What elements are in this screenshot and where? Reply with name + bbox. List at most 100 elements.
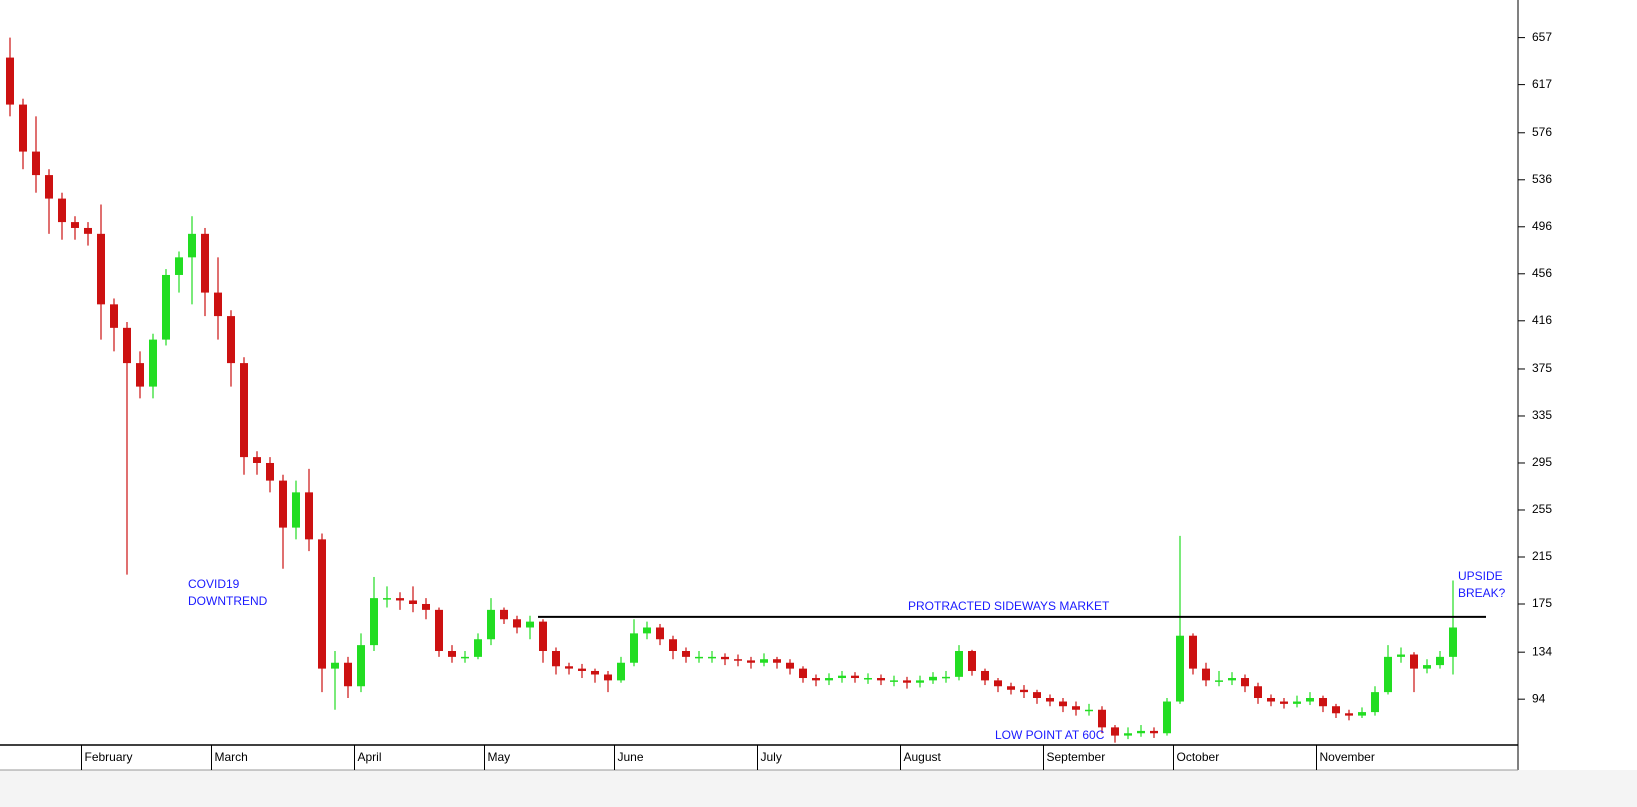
candle-body <box>19 104 27 152</box>
candle-body <box>1111 727 1119 736</box>
x-tick-label: June <box>618 750 644 764</box>
candle-body <box>552 650 560 667</box>
candle-body <box>305 492 313 540</box>
candle-body <box>630 633 638 663</box>
candle-body <box>1124 733 1132 736</box>
candle-body <box>344 662 352 687</box>
candle-body <box>1358 712 1366 716</box>
candle-body <box>539 621 547 651</box>
candle-body <box>279 480 287 528</box>
candle-body <box>981 670 989 681</box>
candle-body <box>1410 654 1418 669</box>
candle-body <box>955 650 963 677</box>
candle-body <box>864 678 872 680</box>
x-tick-label: October <box>1177 750 1220 764</box>
candle-body <box>1436 656 1444 666</box>
candle-body <box>1046 697 1054 702</box>
y-tick-label: 215 <box>1532 549 1552 563</box>
candle-body <box>1345 713 1353 716</box>
candle-body <box>1228 678 1236 681</box>
candle-body <box>734 659 742 661</box>
candle-body <box>71 222 79 228</box>
y-tick-label: 134 <box>1532 644 1552 658</box>
candle-body <box>1371 692 1379 713</box>
candle-body <box>994 680 1002 687</box>
candle-body <box>461 656 469 659</box>
candle-body <box>6 57 14 105</box>
candle-body <box>760 659 768 663</box>
candle-body <box>903 680 911 683</box>
annotation: UPSIDE <box>1458 569 1503 583</box>
candle-body <box>708 656 716 659</box>
candle-body <box>1007 686 1015 690</box>
candle-body <box>500 609 508 620</box>
candle-body <box>1254 686 1262 698</box>
candle-body <box>1202 668 1210 681</box>
candle-body <box>773 659 781 663</box>
candle-body <box>695 656 703 659</box>
candle-body <box>526 621 534 628</box>
y-tick-label: 536 <box>1532 172 1552 186</box>
candle-body <box>786 662 794 669</box>
candle-body <box>1280 701 1288 704</box>
annotation: COVID19 <box>188 577 240 591</box>
x-tick-label: September <box>1047 750 1106 764</box>
candle-body <box>747 660 755 663</box>
candle-body <box>1020 689 1028 693</box>
y-tick-label: 617 <box>1532 77 1552 91</box>
candle-body <box>1189 635 1197 669</box>
candle-body <box>292 492 300 528</box>
candle-body <box>942 676 950 679</box>
candle-body <box>188 233 196 258</box>
candle-body <box>396 598 404 601</box>
candle-body <box>617 662 625 681</box>
x-tick-label: April <box>358 750 382 764</box>
candle-body <box>84 227 92 234</box>
candle-body <box>435 609 443 651</box>
candle-body <box>565 666 573 669</box>
y-tick-label: 295 <box>1532 455 1552 469</box>
candle-body <box>1397 654 1405 657</box>
candle-body <box>474 639 482 657</box>
candle-body <box>1267 697 1275 702</box>
candle-body <box>1085 709 1093 712</box>
annotation: LOW POINT AT 60C <box>995 728 1105 742</box>
candle-body <box>1059 701 1067 707</box>
candle-body <box>1150 730 1158 734</box>
candle-body <box>812 678 820 681</box>
candle-body <box>1449 627 1457 657</box>
candle-body <box>253 457 261 463</box>
candle-body <box>877 678 885 681</box>
y-tick-label: 496 <box>1532 219 1552 233</box>
y-tick-label: 175 <box>1532 596 1552 610</box>
x-tick-label: August <box>904 750 942 764</box>
footer-strip <box>0 770 1637 807</box>
candle-body <box>851 675 859 679</box>
y-tick-label: 335 <box>1532 408 1552 422</box>
y-tick-label: 576 <box>1532 125 1552 139</box>
candle-body <box>825 678 833 681</box>
candle-body <box>240 363 248 458</box>
candle-body <box>682 650 690 657</box>
candle-body <box>58 198 66 223</box>
candle-body <box>331 662 339 669</box>
candle-body <box>45 175 53 199</box>
candle-body <box>513 619 521 628</box>
candle-body <box>591 670 599 675</box>
candle-body <box>1423 665 1431 669</box>
candle-body <box>162 274 170 340</box>
candle-body <box>357 645 365 687</box>
x-tick-label: July <box>761 750 782 764</box>
y-tick-label: 375 <box>1532 361 1552 375</box>
x-tick-label: May <box>488 750 511 764</box>
annotation: PROTRACTED SIDEWAYS MARKET <box>908 599 1110 613</box>
candle-body <box>1293 701 1301 704</box>
candle-body <box>1176 635 1184 702</box>
candle-body <box>578 668 586 671</box>
candle-body <box>916 680 924 683</box>
candle-body <box>1215 680 1223 682</box>
y-tick-label: 416 <box>1532 313 1552 327</box>
candle-body <box>383 598 391 600</box>
candle-body <box>175 257 183 275</box>
